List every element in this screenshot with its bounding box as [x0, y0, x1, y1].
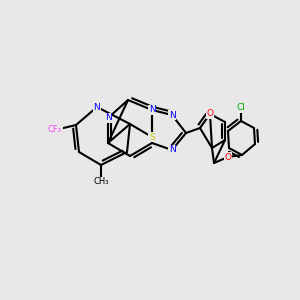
Text: CF₃: CF₃	[48, 125, 62, 134]
Text: S: S	[149, 133, 155, 142]
Text: N: N	[169, 110, 176, 119]
Text: O: O	[206, 110, 214, 118]
Text: O: O	[224, 152, 232, 161]
Text: N: N	[148, 106, 155, 115]
Text: N: N	[94, 103, 100, 112]
Text: CH₃: CH₃	[93, 178, 109, 187]
Text: N: N	[169, 146, 176, 154]
Text: Cl: Cl	[237, 103, 245, 112]
Text: N: N	[105, 113, 111, 122]
